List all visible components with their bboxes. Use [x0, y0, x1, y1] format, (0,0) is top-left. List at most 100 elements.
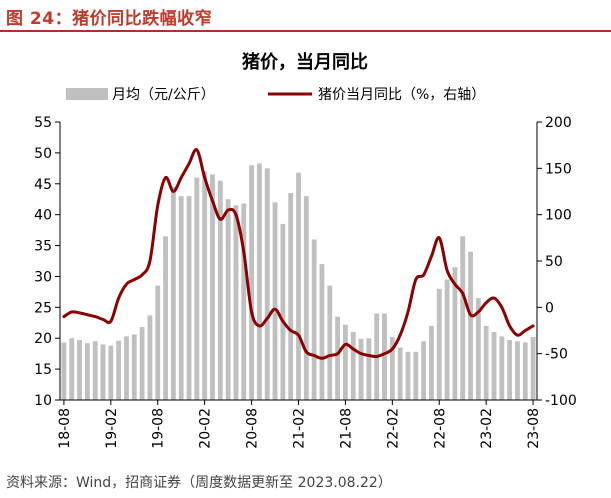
legend-bar-label: 月均（元/公斤） — [112, 87, 215, 103]
bar-22-04 — [405, 351, 411, 400]
bar-20-10 — [264, 168, 270, 400]
right-tick-label: -100 — [545, 393, 577, 409]
bar-23-02 — [483, 325, 489, 400]
x-tick-label: 23-02 — [479, 408, 495, 449]
legend: 月均（元/公斤） 猪价当月同比（%，右轴） — [66, 87, 485, 103]
right-tick-label: 100 — [545, 208, 572, 224]
bar-20-08 — [249, 165, 255, 400]
bar-23-08 — [530, 336, 536, 400]
bar-22-10 — [452, 267, 458, 400]
bar-18-09 — [69, 338, 75, 400]
left-tick-label: 30 — [34, 269, 52, 285]
x-tick-label: 22-02 — [385, 408, 401, 449]
bar-23-06 — [515, 341, 520, 400]
legend-line-label: 猪价当月同比（%，右轴） — [318, 87, 485, 103]
bar-20-07 — [241, 203, 247, 400]
bar-19-03 — [116, 340, 122, 400]
bar-22-11 — [460, 236, 466, 400]
source-note: 资料来源：Wind，招商证券（周度数据更新至 2023.08.22） — [6, 475, 392, 491]
bar-22-01 — [382, 313, 387, 400]
bar-20-01 — [194, 177, 200, 400]
x-tick-label: 18-08 — [57, 408, 73, 449]
left-tick-label: 20 — [34, 331, 52, 347]
bar-22-08 — [436, 288, 442, 400]
bar-18-10 — [77, 340, 82, 400]
bar-22-05 — [413, 351, 419, 400]
bar-19-05 — [131, 334, 137, 400]
bar-20-12 — [280, 223, 286, 400]
bar-21-05 — [319, 264, 325, 400]
right-tick-label: 50 — [545, 254, 563, 270]
x-tick-label: 21-08 — [338, 408, 354, 449]
bar-18-12 — [92, 341, 98, 400]
bar-18-08 — [61, 342, 67, 400]
bar-19-08 — [155, 285, 161, 400]
right-tick-label: 200 — [545, 115, 572, 131]
left-tick-label: 10 — [34, 393, 52, 409]
title-divider — [0, 30, 611, 32]
x-tick-label: 20-08 — [245, 408, 261, 449]
line-layer — [62, 148, 535, 360]
bar-20-03 — [210, 174, 215, 400]
bar-21-11 — [366, 338, 372, 400]
bar-21-02 — [296, 172, 301, 400]
bar-19-06 — [139, 327, 145, 400]
bar-21-07 — [335, 316, 341, 400]
right-tick-label: -50 — [545, 347, 568, 363]
bar-19-09 — [163, 236, 168, 400]
bar-22-06 — [421, 341, 427, 400]
bar-21-08 — [342, 324, 348, 400]
left-tick-label: 40 — [34, 208, 52, 224]
chart-title: 猪价，当月同比 — [241, 51, 368, 73]
left-tick-label: 25 — [34, 300, 52, 316]
left-tick-label: 35 — [34, 239, 52, 255]
bar-18-11 — [84, 343, 90, 400]
bar-21-03 — [303, 196, 309, 400]
x-tick-label: 19-08 — [151, 408, 167, 449]
right-tick-label: 0 — [545, 300, 554, 316]
bar-23-03 — [491, 332, 497, 400]
bar-19-11 — [178, 196, 184, 400]
left-tick-label: 15 — [34, 362, 52, 378]
bar-20-05 — [225, 199, 231, 400]
left-tick-label: 50 — [34, 146, 52, 162]
bar-22-03 — [397, 347, 403, 400]
bar-20-09 — [256, 163, 262, 400]
bar-20-06 — [233, 205, 239, 400]
bar-21-09 — [350, 332, 356, 400]
bar-21-01 — [288, 193, 294, 400]
bar-20-02 — [202, 171, 208, 400]
bar-23-05 — [507, 340, 513, 400]
bar-19-02 — [108, 345, 114, 400]
bar-20-11 — [272, 202, 278, 400]
bar-23-01 — [475, 298, 481, 400]
bar-22-07 — [429, 325, 434, 400]
bar-23-07 — [522, 342, 528, 400]
bars-layer — [61, 163, 536, 400]
bar-19-04 — [124, 336, 129, 400]
yoy-series-line — [62, 148, 535, 360]
axes-layer: 10 15 20 25 30 35 40 45 50 55 -100 -50 0 50 100 150 200 1… — [34, 115, 577, 449]
bar-21-04 — [311, 239, 317, 400]
bar-19-07 — [147, 315, 153, 400]
right-tick-label: 150 — [545, 161, 572, 177]
chart: 猪价，当月同比 月均（元/公斤） 猪价当月同比（%，右轴） 10 15 20 25 30… — [34, 51, 577, 449]
bar-19-10 — [170, 186, 176, 400]
x-tick-label: 21-02 — [292, 408, 308, 449]
bar-22-09 — [444, 279, 450, 400]
bar-21-06 — [327, 285, 333, 400]
figure-title: 图 24：猪价同比跌幅收窄 — [6, 9, 213, 29]
bar-20-04 — [217, 180, 223, 400]
bar-19-12 — [186, 196, 192, 400]
x-tick-label: 20-02 — [198, 408, 214, 449]
bar-19-01 — [100, 344, 106, 400]
x-tick-label: 23-08 — [526, 408, 542, 449]
x-tick-label: 22-08 — [432, 408, 448, 449]
bar-22-02 — [389, 336, 395, 400]
bar-22-12 — [468, 251, 473, 400]
legend-bar-swatch — [66, 88, 108, 100]
left-tick-label: 45 — [34, 177, 52, 193]
bar-23-04 — [499, 336, 505, 400]
bar-21-10 — [358, 338, 364, 400]
left-tick-label: 55 — [34, 115, 52, 131]
